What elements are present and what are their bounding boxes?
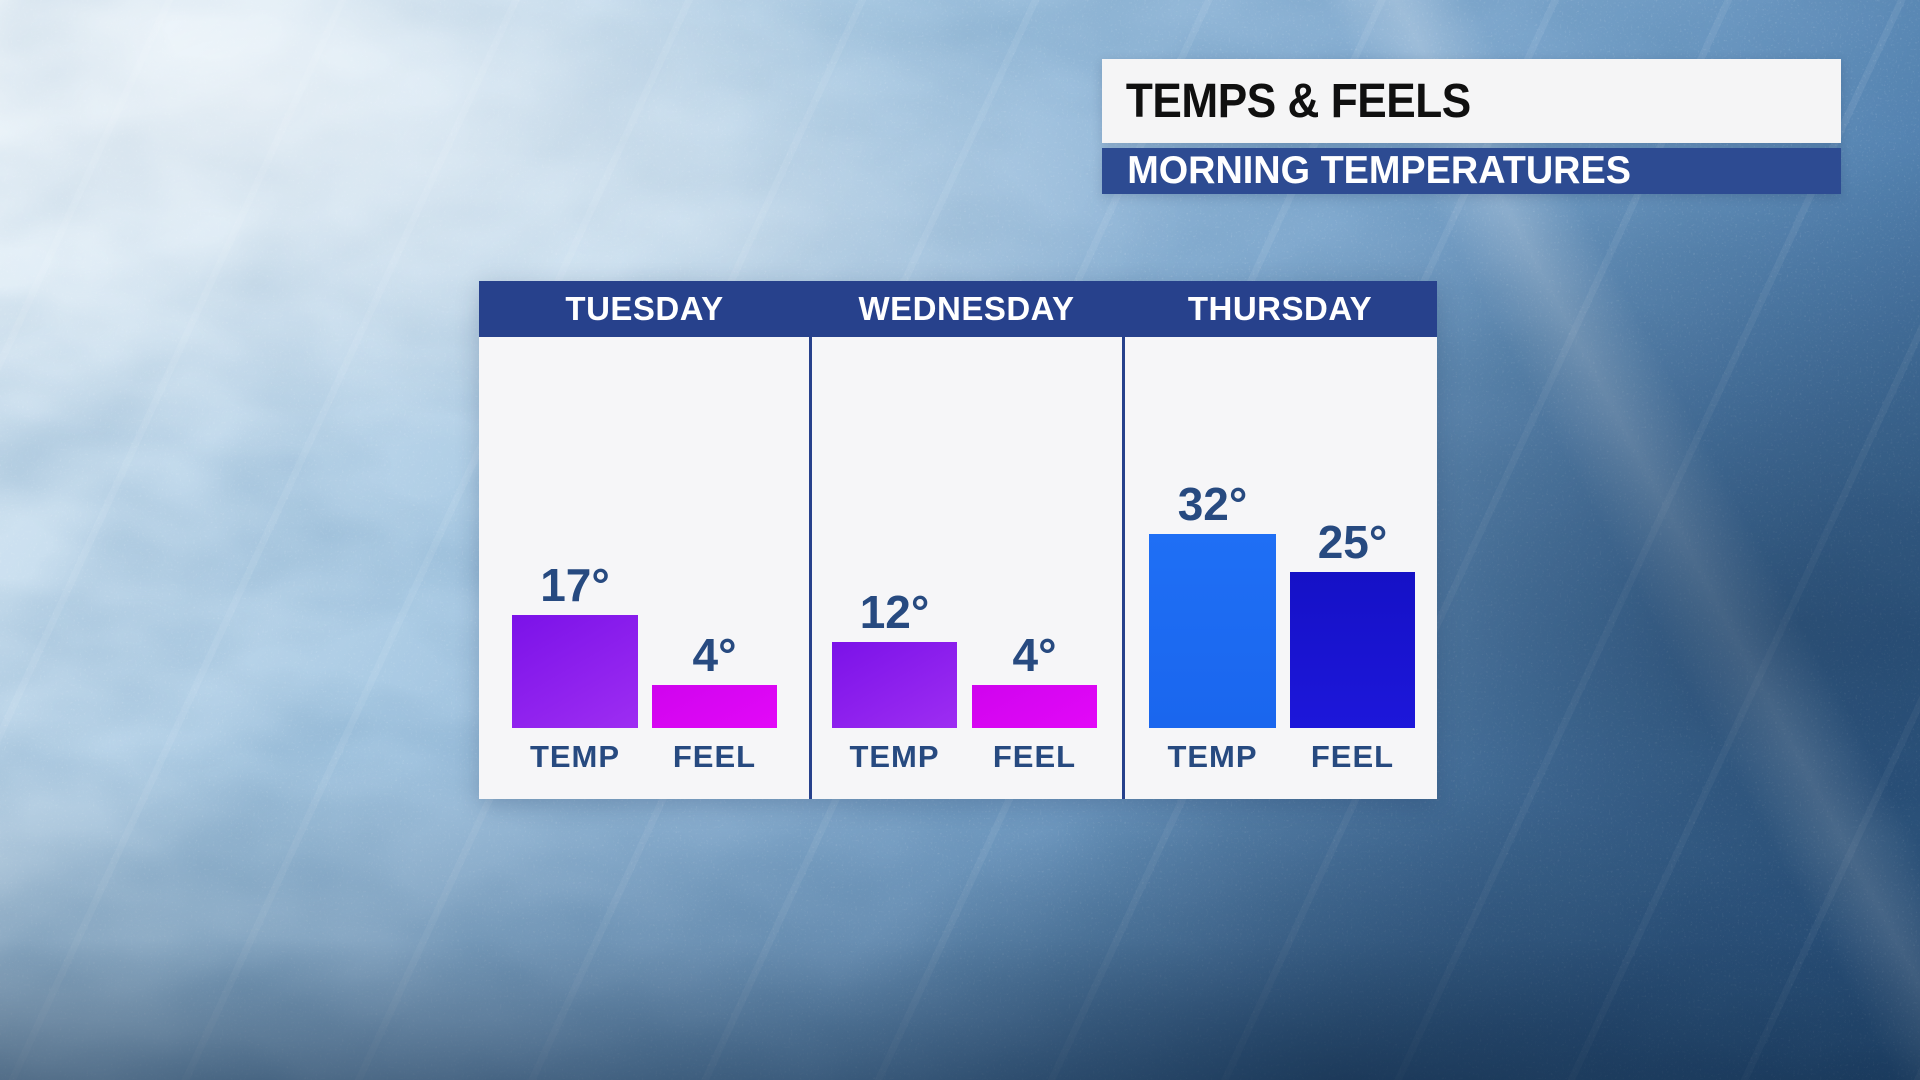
wednesday-temp-bar [832, 642, 957, 728]
wednesday-feel-caption: FEEL [992, 739, 1077, 774]
day-label-tuesday: TUESDAY [565, 290, 724, 327]
wednesday-temp-caption: TEMP [849, 739, 940, 774]
thursday-temp-value: 32° [1177, 478, 1248, 530]
thursday-temp-bar [1149, 534, 1276, 728]
temps-feels-panel: TUESDAY WEDNESDAY THURSDAY 17° 4° TEMP F… [479, 281, 1437, 799]
thursday-temp-caption: TEMP [1167, 739, 1258, 774]
wednesday-temp-value: 12° [859, 586, 930, 638]
tuesday-feel-bar-group: 4° [652, 632, 777, 728]
tuesday-feel-value: 4° [692, 629, 737, 681]
thursday-feel-value: 25° [1317, 516, 1388, 568]
graphic-title: TEMPS & FEELS [1125, 74, 1471, 128]
column-divider-2 [1122, 337, 1125, 799]
tuesday-feel-caption: FEEL [672, 739, 757, 774]
column-divider-1 [809, 337, 812, 799]
tuesday-temp-bar [512, 615, 638, 728]
day-label-wednesday: WEDNESDAY [858, 290, 1075, 327]
tuesday-feel-bar [652, 685, 777, 728]
title-plate: TEMPS & FEELS [1102, 59, 1841, 143]
wednesday-temp-bar-group: 12° [832, 589, 957, 728]
thursday-feel-bar [1290, 572, 1415, 728]
wednesday-feel-bar-group: 4° [972, 632, 1097, 728]
wednesday-feel-value: 4° [1012, 629, 1057, 681]
thursday-feel-bar-group: 25° [1290, 519, 1415, 728]
subtitle-bar: MORNING TEMPERATURES [1102, 148, 1841, 194]
tuesday-temp-bar-group: 17° [512, 562, 638, 728]
tuesday-temp-value: 17° [540, 559, 610, 611]
thursday-temp-bar-group: 32° [1149, 481, 1276, 728]
day-label-thursday: THURSDAY [1187, 290, 1373, 327]
graphic-subtitle: MORNING TEMPERATURES [1127, 149, 1631, 192]
tuesday-temp-caption: TEMP [529, 739, 621, 774]
wednesday-feel-bar [972, 685, 1097, 728]
thursday-feel-caption: FEEL [1310, 739, 1395, 774]
day-header-row: TUESDAY WEDNESDAY THURSDAY [479, 281, 1437, 337]
